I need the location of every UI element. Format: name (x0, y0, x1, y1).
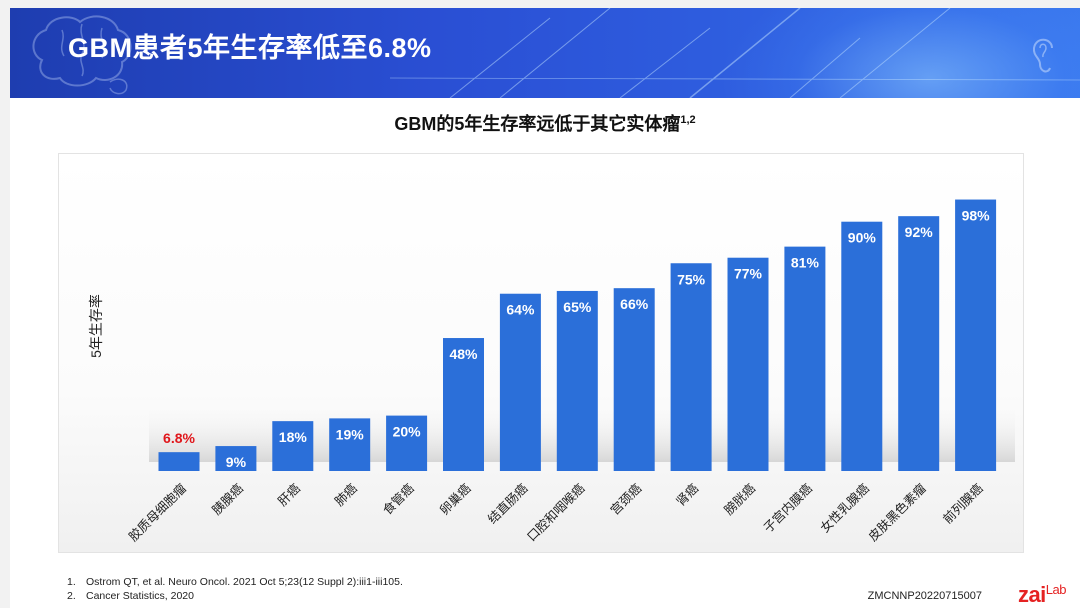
category-label-11: 膀胱癌 (721, 481, 758, 518)
value-label-4: 19% (336, 426, 365, 442)
value-label-11: 77% (734, 266, 763, 282)
slide: GBM患者5年生存率低至6.8% GBM的5年生存率远低于其它实体瘤1,2 5年… (10, 8, 1080, 608)
value-label-8: 65% (563, 299, 592, 315)
bar-13 (841, 221, 883, 471)
document-code: ZMCNNP20220715007 (867, 590, 982, 602)
chart-subtitle-text: GBM的5年生存率远低于其它实体瘤 (394, 114, 681, 134)
title-banner: GBM患者5年生存率低至6.8% (10, 8, 1080, 98)
value-label-13: 90% (848, 230, 877, 246)
bar-14 (898, 216, 940, 471)
category-label-6: 卵巢癌 (436, 481, 473, 518)
bar-2 (215, 446, 257, 471)
value-label-7: 64% (506, 302, 535, 318)
bar-9 (613, 288, 655, 471)
bar-5 (386, 415, 428, 471)
y-axis-label: 5年生存率 (88, 294, 104, 358)
citation-superscript: 1,2 (680, 114, 696, 126)
category-label-4: 肺癌 (332, 481, 360, 509)
category-label-15: 前列腺癌 (940, 481, 986, 527)
brain-graphic-icon (32, 15, 132, 95)
category-label-7: 结直肠癌 (485, 481, 531, 527)
bar-1 (158, 452, 200, 471)
bar-10 (670, 263, 712, 471)
bar-3 (272, 421, 314, 471)
value-label-10: 75% (677, 271, 706, 287)
bar-4 (329, 418, 371, 471)
bar-11 (727, 257, 769, 471)
value-label-1: 6.8% (163, 430, 195, 446)
chart-subtitle: GBM的5年生存率远低于其它实体瘤1,2 (10, 110, 1080, 136)
slide-title: GBM患者5年生存率低至6.8% (68, 33, 432, 63)
chart-area: 5年生存率 6.8% 9% 18% 19% 20% 48% 64% 65% 66% 75% 77% 8… (58, 153, 1024, 553)
value-label-15: 98% (962, 208, 991, 224)
category-label-10: 肾癌 (673, 481, 701, 509)
bar-12 (784, 246, 826, 471)
banner-streaks-graphic (390, 8, 1080, 98)
value-label-3: 18% (279, 429, 308, 445)
value-label-14: 92% (905, 224, 934, 240)
value-label-5: 20% (393, 424, 422, 440)
category-label-13: 女性乳腺癌 (817, 481, 872, 536)
footnote-2: 2. Cancer Statistics, 2020 (67, 590, 194, 602)
value-label-6: 48% (449, 346, 478, 362)
bar-chart: 5年生存率 6.8% 9% 18% 19% 20% 48% 64% 65% 66% 75% 77% 8… (88, 199, 1015, 544)
category-label-9: 宫颈癌 (607, 481, 644, 518)
ear-graphic-icon (1032, 38, 1053, 73)
banner-glow (720, 8, 1080, 98)
category-label-14: 皮肤黑色素瘤 (865, 480, 929, 544)
category-label-12: 子宫内膜癌 (760, 481, 815, 536)
value-label-2: 9% (226, 454, 247, 470)
category-label-3: 肝癌 (275, 481, 303, 509)
zai-lab-logo: zaiLab (1017, 582, 1067, 607)
footnotes: 1. Ostrom QT, et al. Neuro Oncol. 2021 Oc… (67, 575, 403, 603)
value-label-9: 66% (620, 296, 649, 312)
value-label-12: 81% (791, 255, 820, 271)
category-label-5: 食管癌 (380, 481, 417, 518)
bar-6 (443, 338, 484, 471)
bar-15 (955, 199, 997, 471)
category-label-8: 口腔和咽喉癌 (524, 481, 588, 545)
category-label-1: 胶质母细胞瘤 (125, 480, 189, 544)
footnote-1: 1. Ostrom QT, et al. Neuro Oncol. 2021 Oc… (67, 576, 403, 588)
bar-8 (556, 290, 598, 471)
bar-7 (499, 293, 541, 471)
bar-group: 6.8% 9% 18% 19% 20% 48% 64% 65% 66% 75% 77% 81% 90% 9… (158, 199, 997, 471)
category-label-2: 胰腺癌 (209, 481, 246, 518)
